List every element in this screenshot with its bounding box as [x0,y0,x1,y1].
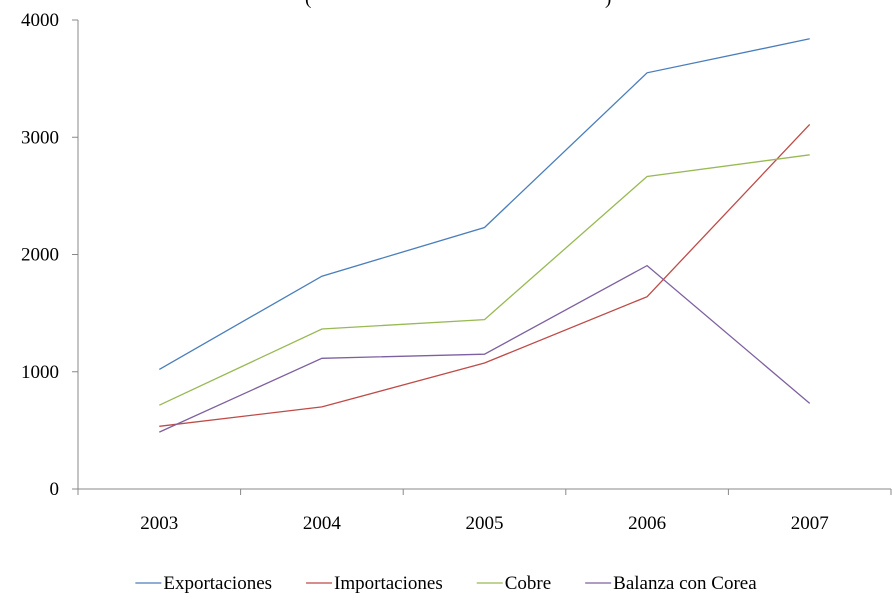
legend-label-exportaciones: Exportaciones [163,573,272,594]
x-tick-label: 2005 [466,513,504,534]
x-tick-label: 2006 [628,513,666,534]
legend-label-cobre: Cobre [505,573,551,594]
series-line-importaciones [159,123,811,427]
x-tick-label: 2004 [303,513,342,534]
y-tick-label: 2000 [21,245,59,266]
legend-label-importaciones: Importaciones [334,573,443,594]
series-line-cobre [159,154,810,406]
chart-title-close: ) [605,0,611,9]
chart-title-open: ( [305,0,311,9]
y-tick-label: 0 [50,479,60,500]
series-line-balanza-con-corea [159,264,811,433]
y-tick-label: 4000 [21,10,59,31]
y-tick-label: 1000 [21,362,59,383]
legend-label-balanza-con-corea: Balanza con Corea [613,573,757,594]
x-tick-label: 2003 [140,513,178,534]
series-lines [158,38,811,433]
y-tick-label: 3000 [21,127,59,148]
chart-title: ( ) [305,0,611,9]
legend: Exportaciones Importaciones Cobre Balanza c… [135,573,757,594]
series-line-exportaciones [158,38,810,370]
axes [77,20,891,490]
x-tick-label: 2007 [791,513,829,534]
x-axis-ticks: 2003 2004 2005 2006 2007 [77,489,892,534]
y-axis-ticks: 0 1000 2000 3000 4000 [21,10,78,500]
